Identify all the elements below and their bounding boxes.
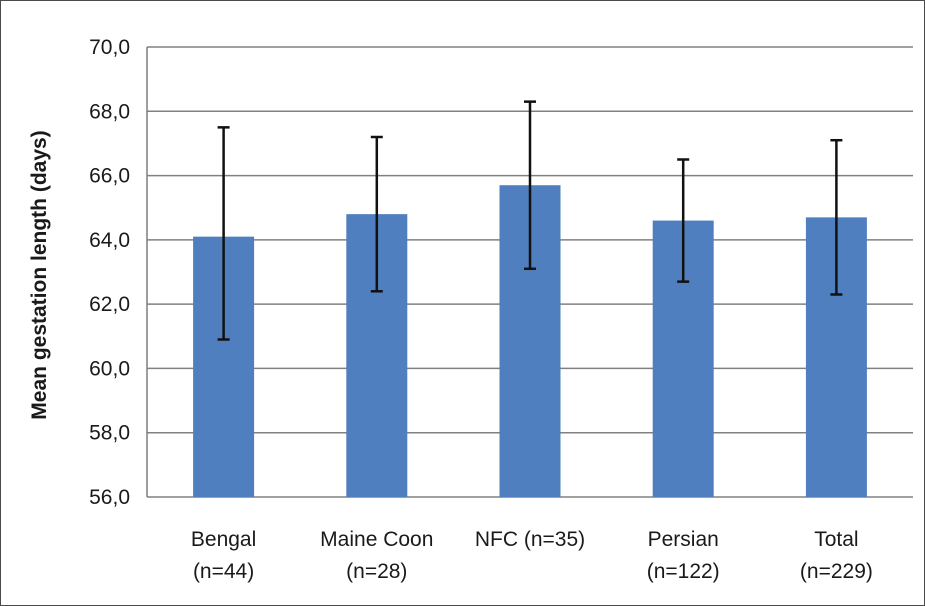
y-axis-ticks: 56,0 58,0 60,0 62,0 64,0 66,0 68,0 70,0 (89, 36, 130, 509)
x-category-label: Persian (n=122) (647, 528, 720, 583)
y-tick-label: 60,0 (89, 357, 130, 380)
error-bar (217, 126, 230, 341)
y-tick-label: 66,0 (89, 165, 130, 188)
y-tick-label: 56,0 (89, 486, 130, 509)
error-bar (370, 135, 383, 293)
y-tick-label: 70,0 (89, 36, 130, 59)
y-tick-label: 64,0 (89, 229, 130, 252)
x-category-label: Maine Coon (n=28) (320, 528, 433, 583)
error-bar (677, 158, 690, 283)
x-category-label: Bengal (n=44) (191, 528, 256, 583)
y-tick-label: 58,0 (89, 422, 130, 445)
error-bar (830, 138, 843, 296)
y-tick-label: 62,0 (89, 293, 130, 316)
error-bar (524, 100, 536, 271)
x-category-label: Total (n=229) (800, 528, 873, 583)
y-tick-label: 68,0 (89, 100, 130, 123)
error-bars (217, 100, 843, 341)
x-category-label: NFC (n=35) (475, 528, 585, 551)
x-axis-labels: Bengal (n=44) Maine Coon (n=28) NFC (n=35) Pe… (191, 528, 873, 583)
y-axis-title: Mean gestation length (days) (28, 130, 51, 419)
